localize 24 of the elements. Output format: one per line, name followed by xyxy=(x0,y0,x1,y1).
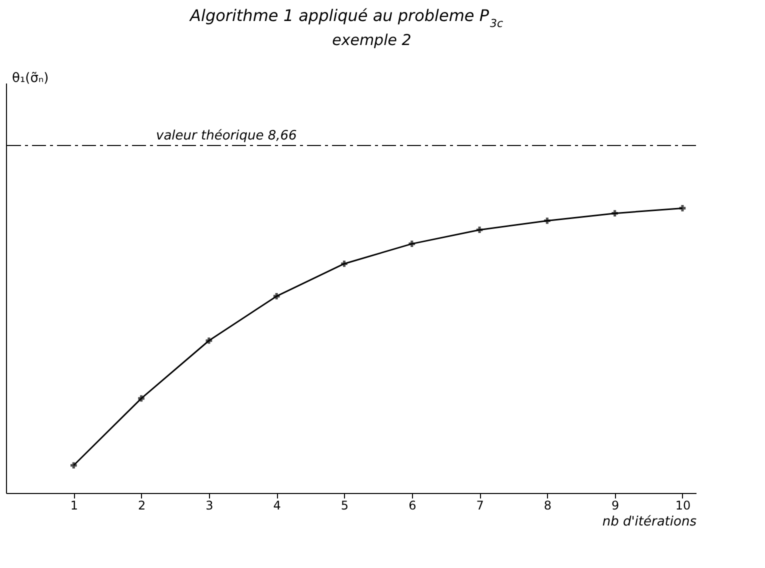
ref-line-label: valeur théorique 8,66 xyxy=(156,128,297,144)
x-tick-label: 9 xyxy=(612,498,620,512)
point xyxy=(273,293,280,300)
x-tick-label: 10 xyxy=(675,498,691,512)
x-tick-label: 4 xyxy=(273,498,281,512)
x-tick-label: 2 xyxy=(138,498,146,512)
point xyxy=(612,210,618,216)
x-axis-title: nb d'itérations xyxy=(602,514,697,530)
x-tick-label: 6 xyxy=(408,498,416,512)
point xyxy=(70,462,77,469)
x-tick-label: 7 xyxy=(476,498,484,512)
x-tick-label: 8 xyxy=(544,498,552,512)
x-tick-label: 3 xyxy=(206,498,214,512)
point xyxy=(408,240,416,247)
point xyxy=(138,395,144,402)
point xyxy=(341,260,348,267)
chart-subtitle: exemple 2 xyxy=(332,31,412,49)
text: θ₁(σ̃ₙ) xyxy=(12,71,49,86)
point xyxy=(476,226,483,234)
point xyxy=(206,337,212,344)
x-tick-label: 1 xyxy=(70,498,78,512)
point xyxy=(544,218,550,224)
x-tick-label: 5 xyxy=(340,498,349,512)
point xyxy=(679,205,686,212)
